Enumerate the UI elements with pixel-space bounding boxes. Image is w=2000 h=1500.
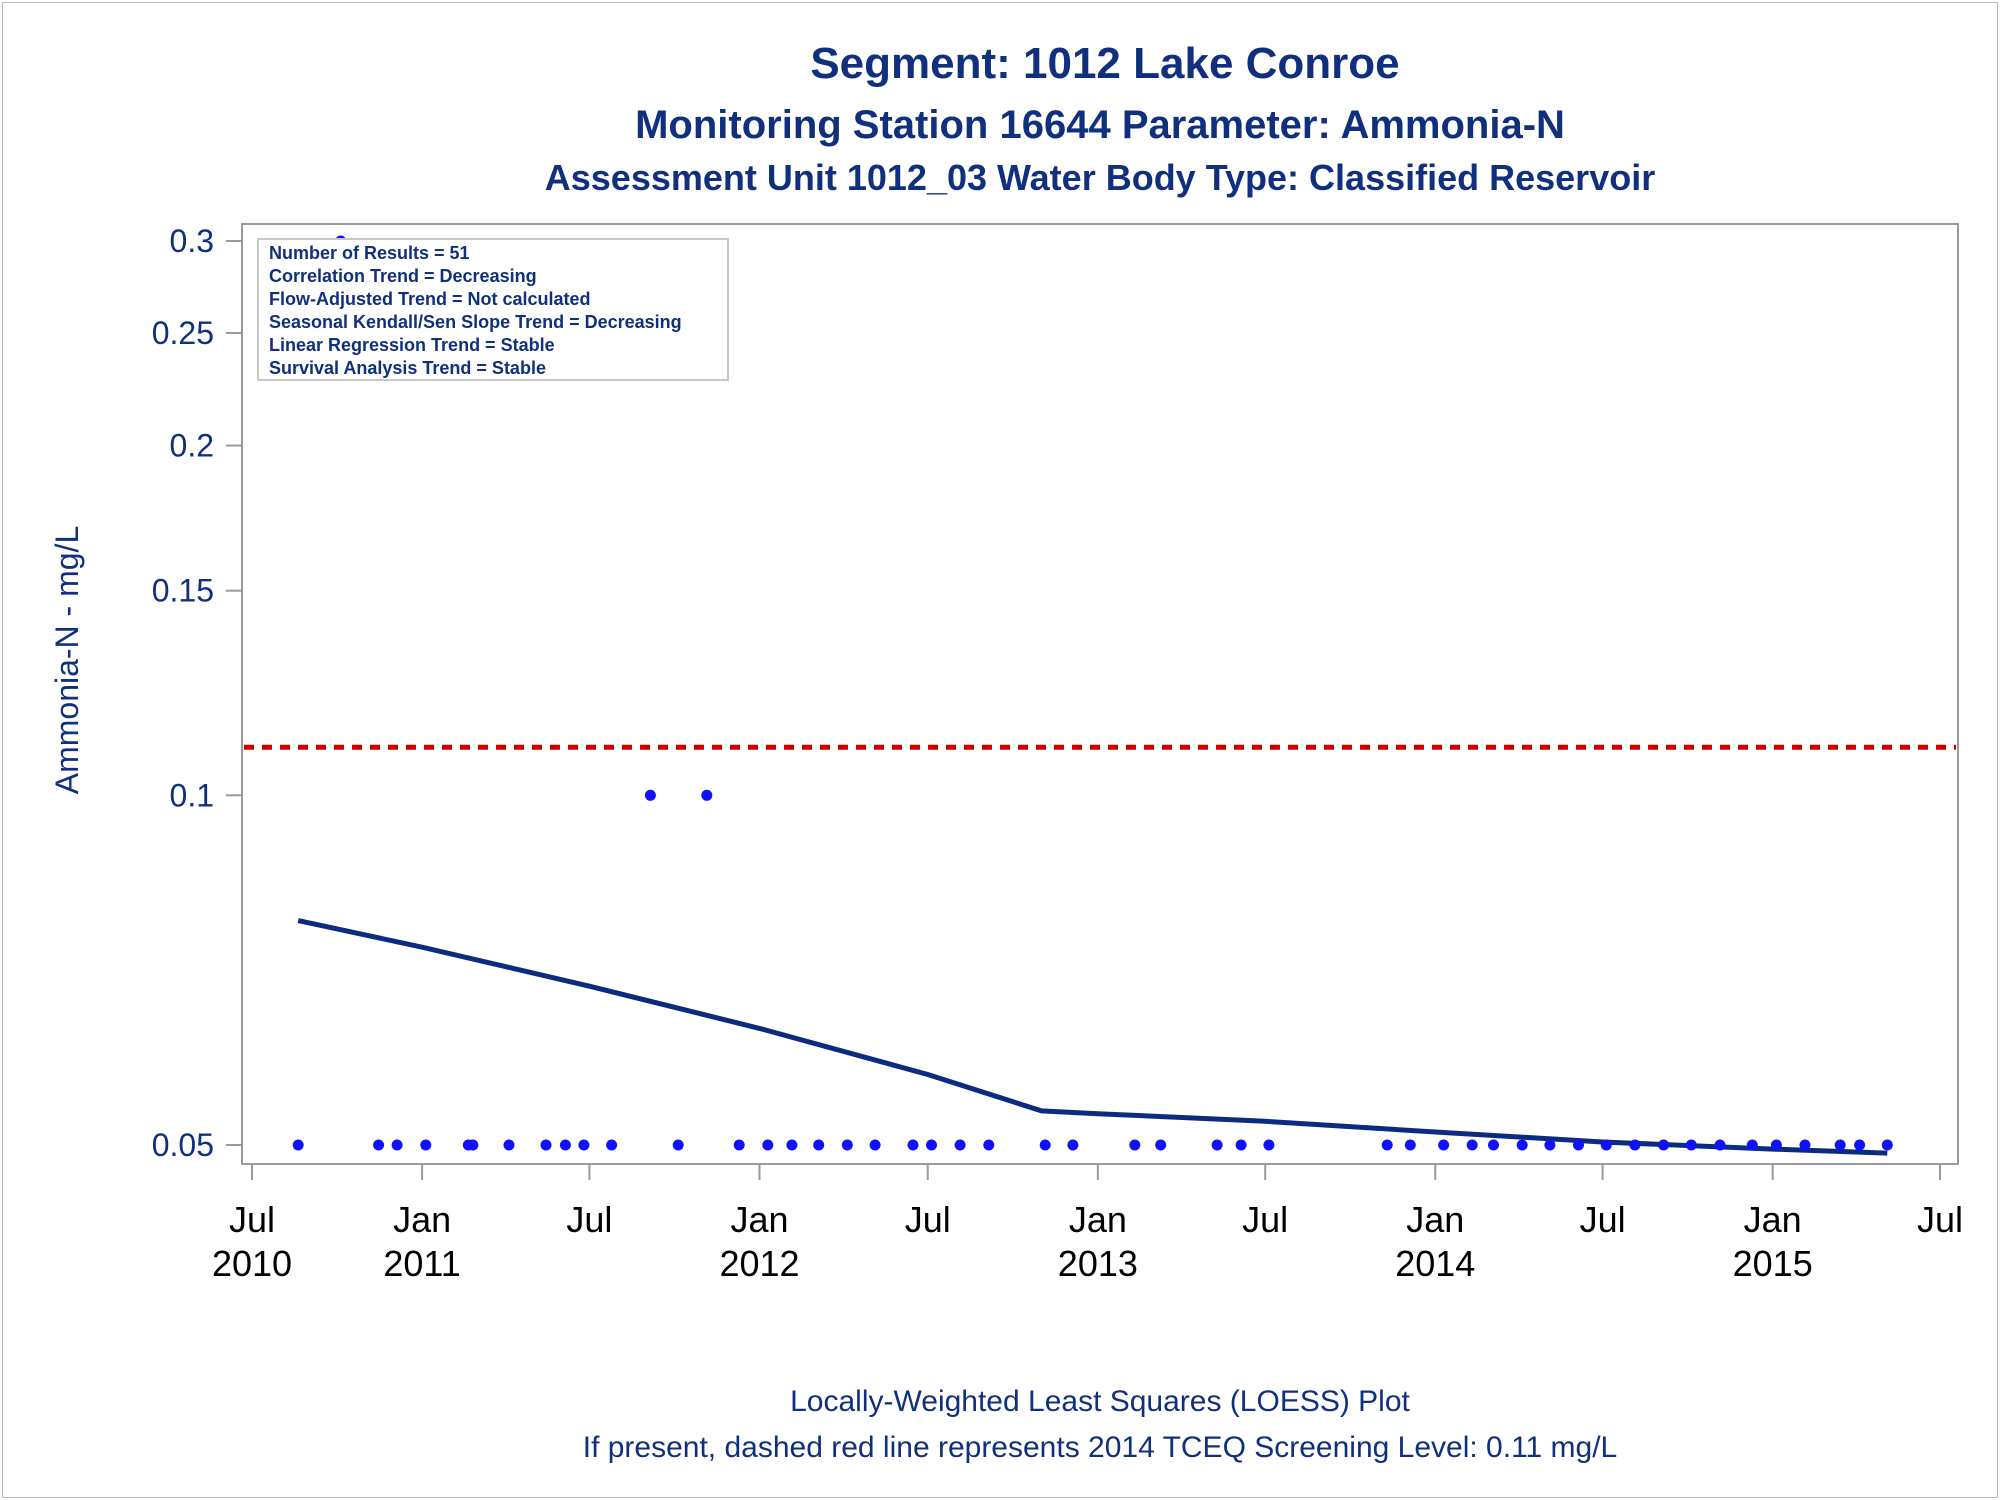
stats-line: Seasonal Kendall/Sen Slope Trend = Decre… <box>269 312 682 332</box>
data-point <box>1834 1139 1846 1151</box>
x-tick-label: Jan <box>1069 1199 1127 1240</box>
x-tick-label: Jul <box>1580 1199 1626 1240</box>
chart-subtitle-unit: Assessment Unit 1012_03 Water Body Type:… <box>545 157 1655 198</box>
x-tick-year: 2010 <box>212 1243 292 1284</box>
data-point <box>1211 1139 1223 1151</box>
data-point <box>1488 1139 1499 1151</box>
data-point <box>503 1139 515 1151</box>
data-point <box>373 1139 385 1151</box>
data-point <box>1746 1139 1758 1151</box>
data-point <box>606 1139 618 1151</box>
data-point <box>1881 1139 1893 1151</box>
points-layer <box>292 235 1893 1151</box>
data-point <box>1263 1139 1275 1151</box>
y-tick-label: 0.1 <box>170 777 214 813</box>
data-point <box>1573 1139 1584 1151</box>
data-point <box>540 1139 552 1151</box>
loess-layer <box>297 918 1888 1156</box>
x-tick-year: 2011 <box>383 1243 460 1284</box>
data-point <box>1685 1139 1697 1151</box>
data-point <box>1629 1139 1641 1151</box>
x-tick-label: Jul <box>905 1199 951 1240</box>
data-point <box>467 1139 479 1151</box>
y-tick-label: 0.05 <box>152 1127 214 1163</box>
data-point <box>292 1139 304 1151</box>
y-tick-label: 0.25 <box>152 315 214 351</box>
data-point <box>420 1139 432 1151</box>
x-tick-label: Jul <box>566 1199 612 1240</box>
data-point <box>644 789 656 801</box>
x-tick-year: 2012 <box>719 1243 799 1284</box>
footnote-loess: Locally-Weighted Least Squares (LOESS) P… <box>790 1385 1410 1418</box>
data-point <box>672 1139 684 1151</box>
y-tick-label: 0.2 <box>170 428 214 464</box>
chart-title: Segment: 1012 Lake Conroe <box>810 39 1399 88</box>
data-point <box>1155 1139 1167 1151</box>
data-point <box>1438 1139 1450 1151</box>
stats-line: Flow-Adjusted Trend = Not calculated <box>269 289 591 309</box>
y-axis: 0.05 0.1 0.15 0.2 0.25 0.3 <box>152 223 242 1163</box>
data-point <box>762 1139 774 1151</box>
stats-box-frame <box>257 238 729 381</box>
data-point <box>1770 1139 1782 1151</box>
data-point <box>1854 1139 1866 1151</box>
stats-line: Correlation Trend = Decreasing <box>269 266 537 286</box>
data-point <box>1799 1139 1811 1151</box>
data-point <box>1129 1139 1141 1151</box>
x-tick-label: Jul <box>229 1199 275 1240</box>
data-point <box>1658 1139 1670 1151</box>
y-tick-label: 0.15 <box>152 573 214 609</box>
data-point <box>1600 1139 1612 1151</box>
x-tick-label: Jul <box>1242 1199 1288 1240</box>
data-point <box>1067 1139 1079 1151</box>
data-point <box>869 1139 881 1151</box>
data-point <box>1039 1139 1051 1151</box>
x-tick-label: Jan <box>1406 1199 1464 1240</box>
x-tick-label: Jan <box>1744 1199 1802 1240</box>
stats-line: Number of Results = 51 <box>269 243 470 263</box>
data-point <box>1714 1139 1726 1151</box>
data-point <box>1235 1139 1247 1151</box>
data-point <box>841 1139 853 1151</box>
y-tick-label: 0.3 <box>170 223 214 259</box>
chart-subtitle-station: Monitoring Station 16644 Parameter: Ammo… <box>635 103 1565 147</box>
data-point <box>1516 1139 1528 1151</box>
x-tick-label: Jan <box>393 1199 451 1240</box>
footnote-screening-level: If present, dashed red line represents 2… <box>583 1431 1618 1464</box>
stats-line: Linear Regression Trend = Stable <box>269 335 555 355</box>
data-point <box>701 789 713 801</box>
data-point <box>983 1139 995 1151</box>
data-point <box>1544 1139 1556 1151</box>
x-tick-label: Jan <box>730 1199 788 1240</box>
data-point <box>733 1139 745 1151</box>
data-point <box>1466 1139 1478 1151</box>
data-point <box>559 1139 571 1151</box>
x-tick-year: 2013 <box>1058 1243 1138 1284</box>
data-point <box>926 1139 937 1151</box>
x-tick-year: 2014 <box>1395 1243 1475 1284</box>
data-point <box>813 1139 825 1151</box>
x-tick-year: 2015 <box>1733 1243 1813 1284</box>
data-point <box>1381 1139 1393 1151</box>
data-point <box>1404 1139 1416 1151</box>
data-point <box>907 1139 919 1151</box>
stats-line: Survival Analysis Trend = Stable <box>269 358 546 378</box>
data-point <box>391 1139 403 1151</box>
y-axis-label: Ammonia-N - mg/L <box>49 526 85 795</box>
data-point <box>954 1139 966 1151</box>
loess-line <box>297 918 1888 1156</box>
data-point <box>578 1139 590 1151</box>
x-tick-label: Jul <box>1917 1199 1963 1240</box>
data-point <box>786 1139 798 1151</box>
stats-box: Number of Results = 51 Correlation Trend… <box>257 238 729 381</box>
